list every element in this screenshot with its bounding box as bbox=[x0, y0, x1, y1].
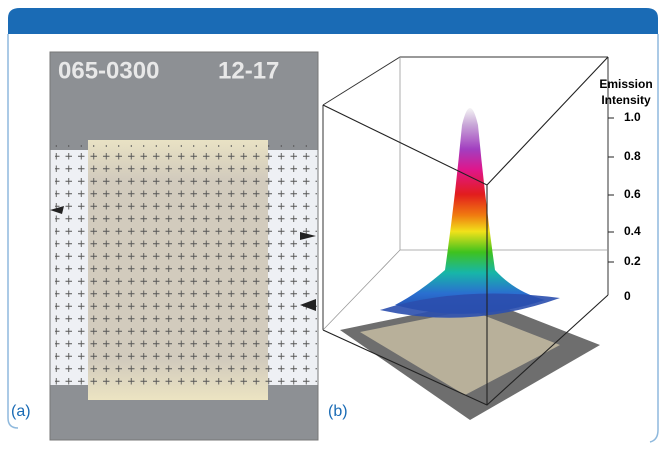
tick-label: 0 bbox=[624, 289, 631, 303]
tick-label: 0.4 bbox=[624, 224, 641, 238]
photo-text: 12-17 bbox=[218, 57, 279, 84]
tick-label: 0.2 bbox=[624, 254, 641, 268]
tick-label: 0.6 bbox=[624, 187, 641, 201]
panel-label: (b) bbox=[328, 403, 348, 420]
axis-title: Intensity bbox=[601, 93, 651, 107]
frame-border bbox=[8, 34, 18, 428]
tick-labels: 1.0 0.8 0.6 0.4 0.2 0 bbox=[624, 110, 641, 303]
figure: 065-0300 12-17 (a) Emission Intensity 1.… bbox=[0, 0, 666, 450]
panel-label: (a) bbox=[11, 403, 31, 420]
surface-plot bbox=[323, 57, 614, 420]
photo-text: 065-0300 bbox=[58, 57, 159, 84]
tick-label: 0.8 bbox=[624, 149, 641, 163]
photo: 065-0300 12-17 bbox=[50, 52, 318, 440]
tick-label: 1.0 bbox=[624, 110, 641, 124]
frame-border bbox=[650, 34, 658, 442]
axis-title: Emission bbox=[599, 77, 652, 91]
header-band bbox=[8, 8, 658, 34]
